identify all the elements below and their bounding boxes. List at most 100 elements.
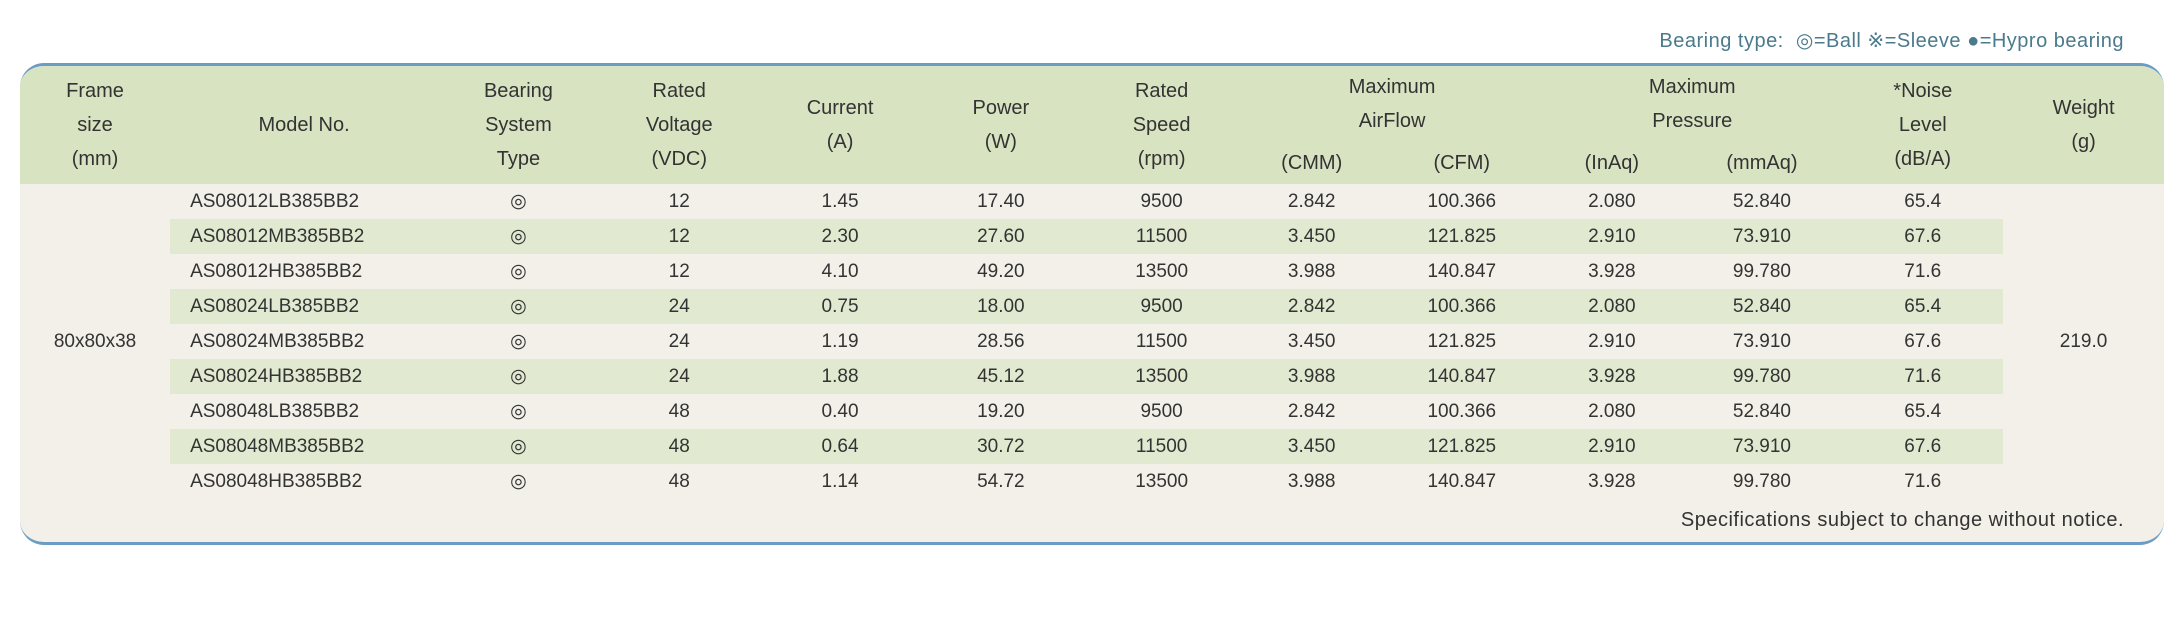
table-row: AS08024HB385BB2◎241.8845.12135003.988140… [20, 359, 2164, 394]
spec-table-container: enTEL Bearing type: ◎=Ball ※=Sleeve ●=Hy… [20, 20, 2164, 545]
cell-model: AS08048LB385BB2 [170, 394, 438, 429]
cell-model: AS08024HB385BB2 [170, 359, 438, 394]
cell-cmm: 3.450 [1242, 219, 1381, 254]
legend-ball-label: =Ball [1814, 30, 1862, 52]
cell-speed: 9500 [1081, 289, 1242, 324]
cell-mmaq: 52.840 [1682, 394, 1843, 429]
cell-model: AS08012LB385BB2 [170, 184, 438, 219]
legend-ball-sym: ◎ [1796, 30, 1814, 52]
cell-speed: 11500 [1081, 219, 1242, 254]
cell-bearing: ◎ [438, 464, 599, 499]
cell-mmaq: 73.910 [1682, 429, 1843, 464]
cell-speed: 11500 [1081, 324, 1242, 359]
table-row: AS08024LB385BB2◎240.7518.0095002.842100.… [20, 289, 2164, 324]
cell-bearing: ◎ [438, 254, 599, 289]
cell-noise: 65.4 [1842, 394, 2003, 429]
table-body: 80x80x38AS08012LB385BB2◎121.4517.4095002… [20, 184, 2164, 499]
cell-inaq: 3.928 [1542, 359, 1681, 394]
cell-noise: 67.6 [1842, 324, 2003, 359]
cell-model: AS08012HB385BB2 [170, 254, 438, 289]
legend-sleeve-sym: ※ [1867, 30, 1884, 52]
cell-current: 0.75 [760, 289, 921, 324]
cell-model: AS08048MB385BB2 [170, 429, 438, 464]
cell-inaq: 2.910 [1542, 219, 1681, 254]
cell-bearing: ◎ [438, 219, 599, 254]
cell-current: 0.64 [760, 429, 921, 464]
table-row: AS08024MB385BB2◎241.1928.56115003.450121… [20, 324, 2164, 359]
cell-bearing: ◎ [438, 324, 599, 359]
cell-power: 28.56 [920, 324, 1081, 359]
th-speed: RatedSpeed(rpm) [1081, 66, 1242, 184]
cell-current: 2.30 [760, 219, 921, 254]
th-frame: Framesize(mm) [20, 66, 170, 184]
cell-cfm: 100.366 [1381, 289, 1542, 324]
cell-current: 1.19 [760, 324, 921, 359]
cell-voltage: 24 [599, 289, 760, 324]
cell-cfm: 100.366 [1381, 394, 1542, 429]
th-cfm: (CFM) [1381, 142, 1542, 184]
legend-hypro-sym: ● [1967, 30, 1980, 52]
table-row: AS08012MB385BB2◎122.3027.60115003.450121… [20, 219, 2164, 254]
cell-bearing: ◎ [438, 394, 599, 429]
cell-power: 18.00 [920, 289, 1081, 324]
cell-model: AS08024MB385BB2 [170, 324, 438, 359]
cell-noise: 71.6 [1842, 359, 2003, 394]
th-inaq: (InAq) [1542, 142, 1681, 184]
cell-cfm: 121.825 [1381, 429, 1542, 464]
cell-power: 30.72 [920, 429, 1081, 464]
cell-cmm: 3.988 [1242, 359, 1381, 394]
table-row: 80x80x38AS08012LB385BB2◎121.4517.4095002… [20, 184, 2164, 219]
th-pressure-group: MaximumPressure [1542, 66, 1842, 142]
cell-weight: 219.0 [2003, 184, 2164, 499]
th-current: Current(A) [760, 66, 921, 184]
cell-inaq: 2.080 [1542, 289, 1681, 324]
table-row: AS08012HB385BB2◎124.1049.20135003.988140… [20, 254, 2164, 289]
table-row: AS08048LB385BB2◎480.4019.2095002.842100.… [20, 394, 2164, 429]
cell-noise: 65.4 [1842, 289, 2003, 324]
cell-cfm: 121.825 [1381, 324, 1542, 359]
cell-cmm: 3.988 [1242, 254, 1381, 289]
cell-speed: 13500 [1081, 254, 1242, 289]
table-row: AS08048MB385BB2◎480.6430.72115003.450121… [20, 429, 2164, 464]
th-model: Model No. [170, 66, 438, 184]
cell-cfm: 140.847 [1381, 464, 1542, 499]
cell-voltage: 12 [599, 184, 760, 219]
cell-cfm: 140.847 [1381, 254, 1542, 289]
cell-model: AS08048HB385BB2 [170, 464, 438, 499]
cell-mmaq: 99.780 [1682, 254, 1843, 289]
cell-cmm: 3.450 [1242, 324, 1381, 359]
cell-model: AS08024LB385BB2 [170, 289, 438, 324]
cell-noise: 71.6 [1842, 254, 2003, 289]
cell-bearing: ◎ [438, 429, 599, 464]
spec-table: Framesize(mm) Model No. BearingSystemTyp… [20, 66, 2164, 499]
cell-voltage: 48 [599, 394, 760, 429]
cell-power: 19.20 [920, 394, 1081, 429]
cell-inaq: 3.928 [1542, 464, 1681, 499]
cell-power: 54.72 [920, 464, 1081, 499]
cell-speed: 13500 [1081, 359, 1242, 394]
cell-noise: 65.4 [1842, 184, 2003, 219]
table-row: AS08048HB385BB2◎481.1454.72135003.988140… [20, 464, 2164, 499]
table-header: Framesize(mm) Model No. BearingSystemTyp… [20, 66, 2164, 184]
cell-cmm: 2.842 [1242, 289, 1381, 324]
cell-mmaq: 52.840 [1682, 184, 1843, 219]
cell-bearing: ◎ [438, 184, 599, 219]
cell-mmaq: 99.780 [1682, 464, 1843, 499]
cell-cmm: 3.450 [1242, 429, 1381, 464]
cell-voltage: 12 [599, 219, 760, 254]
cell-bearing: ◎ [438, 289, 599, 324]
cell-voltage: 48 [599, 429, 760, 464]
cell-bearing: ◎ [438, 359, 599, 394]
cell-current: 4.10 [760, 254, 921, 289]
cell-inaq: 3.928 [1542, 254, 1681, 289]
cell-mmaq: 73.910 [1682, 219, 1843, 254]
cell-voltage: 24 [599, 324, 760, 359]
cell-model: AS08012MB385BB2 [170, 219, 438, 254]
cell-mmaq: 99.780 [1682, 359, 1843, 394]
cell-cmm: 2.842 [1242, 184, 1381, 219]
cell-noise: 67.6 [1842, 429, 2003, 464]
cell-mmaq: 73.910 [1682, 324, 1843, 359]
th-airflow-group: MaximumAirFlow [1242, 66, 1542, 142]
cell-power: 49.20 [920, 254, 1081, 289]
cell-speed: 9500 [1081, 394, 1242, 429]
